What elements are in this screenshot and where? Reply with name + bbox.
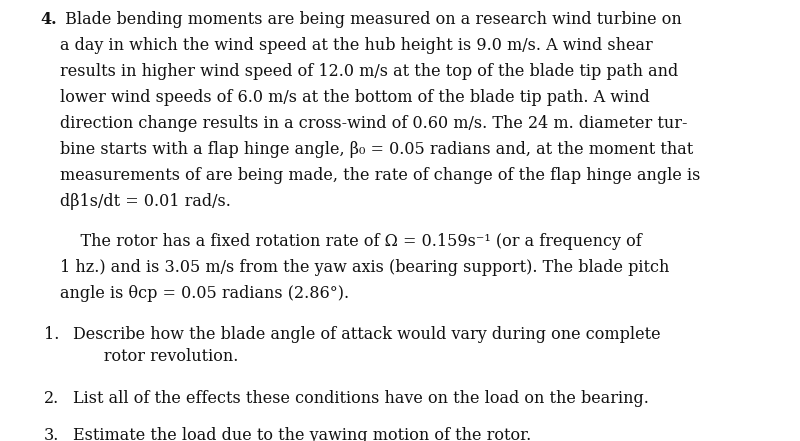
- Text: 2.: 2.: [44, 390, 59, 407]
- Text: Blade bending moments are being measured on a research wind turbine on: Blade bending moments are being measured…: [61, 11, 682, 28]
- Text: dβ1s/dt = 0.01 rad/s.: dβ1s/dt = 0.01 rad/s.: [61, 193, 231, 210]
- Text: Estimate the load due to the yawing motion of the rotor.: Estimate the load due to the yawing moti…: [73, 427, 531, 441]
- Text: List all of the effects these conditions have on the load on the bearing.: List all of the effects these conditions…: [73, 390, 649, 407]
- Text: angle is θcp = 0.05 radians (2.86°).: angle is θcp = 0.05 radians (2.86°).: [61, 285, 350, 303]
- Text: The rotor has a fixed rotation rate of Ω = 0.159s⁻¹ (or a frequency of: The rotor has a fixed rotation rate of Ω…: [61, 233, 642, 250]
- Text: lower wind speeds of 6.0 m/s at the bottom of the blade tip path. A wind: lower wind speeds of 6.0 m/s at the bott…: [61, 89, 650, 106]
- Text: Describe how the blade angle of attack would vary during one complete
      roto: Describe how the blade angle of attack w…: [73, 326, 661, 365]
- Text: results in higher wind speed of 12.0 m/s at the top of the blade tip path and: results in higher wind speed of 12.0 m/s…: [61, 63, 678, 80]
- Text: 1 hz.) and is 3.05 m/s from the yaw axis (bearing support). The blade pitch: 1 hz.) and is 3.05 m/s from the yaw axis…: [61, 259, 670, 277]
- Text: bine starts with a flap hinge angle, β₀ = 0.05 radians and, at the moment that: bine starts with a flap hinge angle, β₀ …: [61, 141, 694, 158]
- Text: measurements of are being made, the rate of change of the flap hinge angle is: measurements of are being made, the rate…: [61, 167, 701, 184]
- Text: 4.: 4.: [40, 11, 57, 28]
- Text: direction change results in a cross-wind of 0.60 m/s. The 24 m. diameter tur-: direction change results in a cross-wind…: [61, 115, 688, 132]
- Text: a day in which the wind speed at the hub height is 9.0 m/s. A wind shear: a day in which the wind speed at the hub…: [61, 37, 653, 54]
- Text: 3.: 3.: [44, 427, 59, 441]
- Text: 1.: 1.: [44, 326, 59, 343]
